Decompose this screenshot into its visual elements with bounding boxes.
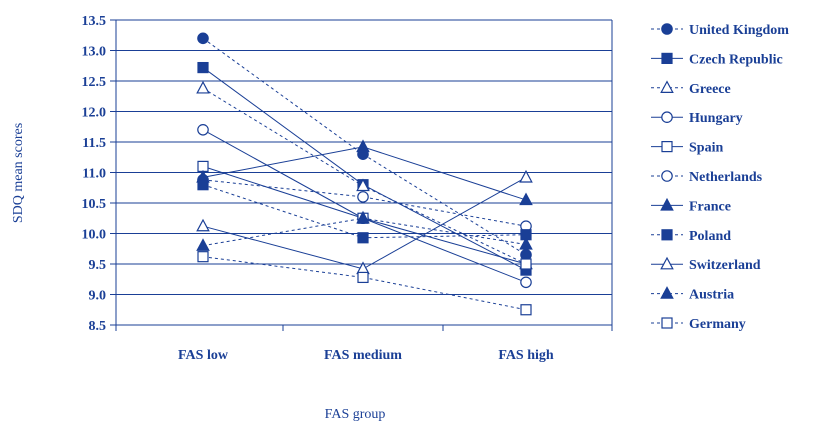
series-line-netherlands [202, 179, 527, 227]
series-markers [196, 32, 533, 316]
legend-marker [661, 141, 673, 153]
series-line-united-kingdom [202, 37, 527, 256]
legend-label: Hungary [689, 111, 743, 126]
legend-item-greece: Greece [651, 80, 731, 97]
y-axis-label: SDQ mean scores [11, 123, 26, 223]
legend-label: Germany [689, 317, 746, 332]
legend-marker [660, 286, 674, 299]
data-point-poland [357, 232, 369, 244]
data-point-switzerland [519, 169, 533, 183]
data-point-hungary [197, 124, 209, 136]
data-point-greece [356, 178, 370, 192]
data-point-france [356, 139, 370, 153]
legend-label: United Kingdom [689, 23, 789, 38]
data-point-germany [357, 271, 369, 284]
x-tick-label: FAS medium [324, 348, 402, 363]
legend-item-germany: Germany [651, 317, 746, 332]
x-tick-label: FAS high [498, 348, 554, 363]
legend-item-united-kingdom: United Kingdom [651, 23, 789, 38]
legend-label: Greece [689, 82, 731, 97]
data-point-netherlands [357, 191, 369, 203]
legend-item-austria: Austria [651, 286, 734, 303]
legend-marker [661, 52, 673, 65]
x-tick-label: FAS low [178, 348, 229, 363]
legend-label: Switzerland [689, 258, 761, 273]
legend-item-france: France [651, 197, 731, 214]
legend-label: Austria [689, 288, 734, 303]
data-point-germany [197, 251, 209, 263]
y-tick-label: 12.5 [82, 75, 107, 90]
legend-item-czech-republic: Czech Republic [651, 52, 783, 67]
legend-label: Spain [689, 141, 723, 156]
legend: United Kingdom Czech Republic Greece Hungar… [651, 23, 789, 332]
data-point-austria [196, 238, 210, 251]
data-point-spain [197, 160, 209, 172]
data-point-hungary [520, 276, 532, 289]
legend-label: Czech Republic [689, 52, 783, 67]
legend-item-hungary: Hungary [651, 111, 743, 126]
y-tick-label: 12.0 [82, 106, 107, 121]
y-tick-label: 8.5 [89, 319, 107, 334]
data-point-czech-republic [197, 61, 209, 74]
legend-label: Poland [689, 229, 731, 244]
data-point-austria [519, 237, 533, 250]
y-tick-label: 10.5 [82, 197, 107, 212]
legend-marker [661, 111, 673, 123]
data-point-spain [520, 258, 532, 270]
legend-marker [660, 80, 674, 94]
x-tick-labels: FAS low FAS medium FAS high [178, 348, 554, 363]
legend-marker [661, 170, 673, 182]
grid-lines [110, 19, 613, 331]
x-axis-label: FAS group [325, 407, 386, 422]
legend-item-netherlands: Netherlands [651, 170, 763, 185]
y-tick-label: 13.5 [82, 14, 107, 29]
legend-item-spain: Spain [651, 141, 723, 156]
y-tick-label: 9.5 [89, 258, 107, 273]
legend-marker [660, 256, 674, 270]
legend-marker [661, 317, 673, 329]
data-point-switzerland [196, 218, 210, 232]
y-tick-label: 11.0 [82, 167, 106, 182]
legend-label: France [689, 199, 731, 214]
data-point-france [519, 192, 533, 206]
data-point-austria [356, 210, 370, 224]
y-tick-label: 11.5 [82, 136, 106, 151]
legend-marker [661, 229, 673, 241]
y-tick-label: 13.0 [82, 45, 107, 60]
y-tick-labels: 13.5 13.0 12.5 12.0 11.5 11.0 10.5 10.0 9.5 9.0 8.… [82, 14, 107, 334]
legend-label: Netherlands [689, 170, 763, 185]
legend-marker [661, 23, 673, 35]
y-tick-label: 10.0 [82, 228, 107, 243]
data-point-greece [196, 80, 210, 94]
y-tick-label: 9.0 [89, 289, 107, 304]
data-point-poland [197, 179, 209, 191]
data-point-germany [520, 304, 532, 316]
legend-item-poland: Poland [651, 229, 731, 244]
legend-item-switzerland: Switzerland [651, 256, 761, 273]
data-point-united-kingdom [197, 32, 209, 45]
series-line-germany [202, 256, 527, 311]
legend-marker [660, 197, 674, 211]
